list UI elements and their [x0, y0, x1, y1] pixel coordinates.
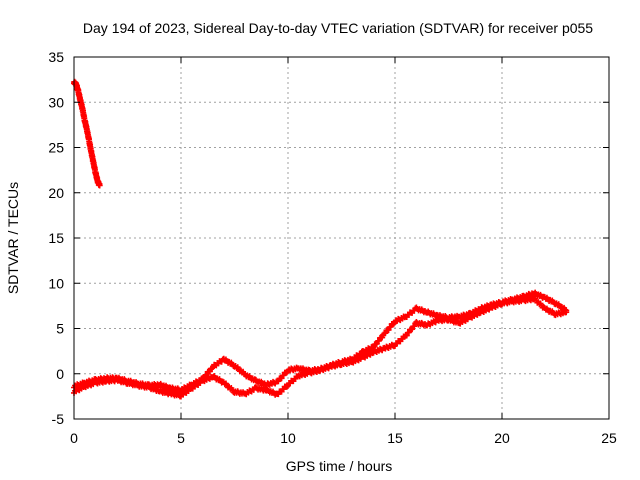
data-point: [382, 330, 389, 337]
x-tick-label: 10: [280, 430, 296, 446]
x-axis-label: GPS time / hours: [286, 458, 393, 474]
data-point: [203, 371, 210, 378]
data-point: [373, 340, 380, 347]
y-tick-label: 30: [48, 94, 64, 110]
data-point: [405, 329, 412, 336]
grid: [74, 57, 609, 419]
series-track-b: [71, 295, 570, 400]
axis-ticks: 0 5 10 15 20 25 -5 0 5 10 15 20 25 30 35: [48, 49, 617, 446]
y-tick-label: -5: [52, 411, 65, 427]
data-point: [403, 332, 410, 339]
y-tick-label: 10: [48, 275, 64, 291]
y-axis-label: SDTVAR / TECUs: [5, 182, 21, 294]
data-point: [206, 368, 213, 375]
x-tick-label: 5: [177, 430, 185, 446]
x-tick-label: 20: [494, 430, 510, 446]
y-tick-label: 25: [48, 140, 64, 156]
data-points: [71, 78, 570, 400]
y-tick-label: 5: [56, 321, 64, 337]
x-tick-label: 15: [387, 430, 403, 446]
y-tick-label: 35: [48, 49, 64, 65]
data-point: [375, 337, 382, 344]
data-point: [411, 323, 418, 330]
data-point: [385, 326, 392, 333]
x-tick-label: 25: [601, 430, 617, 446]
data-point: [96, 182, 103, 189]
y-tick-label: 0: [56, 366, 64, 382]
data-point: [283, 383, 290, 390]
y-tick-label: 20: [48, 185, 64, 201]
y-tick-label: 15: [48, 230, 64, 246]
data-point: [370, 344, 377, 351]
data-point: [379, 334, 386, 341]
data-point: [409, 326, 416, 333]
x-tick-label: 0: [70, 430, 78, 446]
data-point: [563, 309, 570, 316]
data-point: [387, 323, 394, 330]
chart-title: Day 194 of 2023, Sidereal Day-to-day VTE…: [83, 20, 593, 36]
